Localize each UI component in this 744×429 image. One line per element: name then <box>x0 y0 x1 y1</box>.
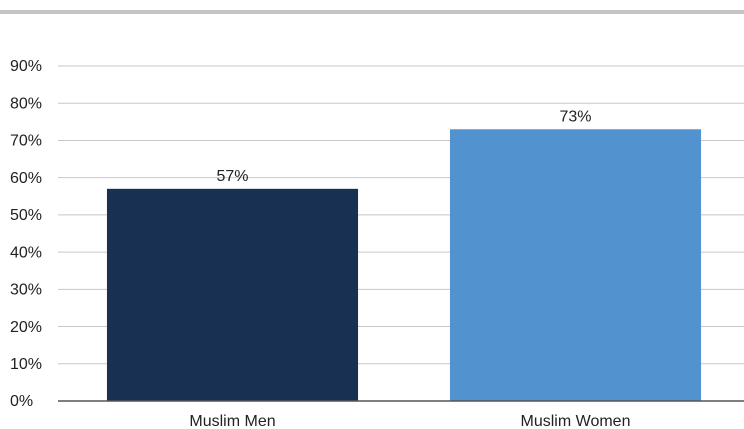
y-tick-label: 70% <box>10 133 42 150</box>
top-rule <box>0 10 744 14</box>
y-tick-label: 30% <box>10 282 42 299</box>
y-tick-label: 60% <box>10 170 42 187</box>
data-label: 57% <box>216 168 248 185</box>
y-tick-label: 0% <box>10 393 33 410</box>
bar <box>449 129 702 401</box>
x-tick-label: Muslim Women <box>521 413 631 429</box>
y-tick-label: 80% <box>10 95 42 112</box>
bar <box>106 188 359 401</box>
x-tick-label: Muslim Men <box>189 413 275 429</box>
y-tick-label: 90% <box>10 58 42 75</box>
y-tick-label: 40% <box>10 244 42 261</box>
y-tick-label: 20% <box>10 319 42 336</box>
y-tick-label: 10% <box>10 356 42 373</box>
y-tick-label: 50% <box>10 207 42 224</box>
data-label: 73% <box>559 108 591 125</box>
